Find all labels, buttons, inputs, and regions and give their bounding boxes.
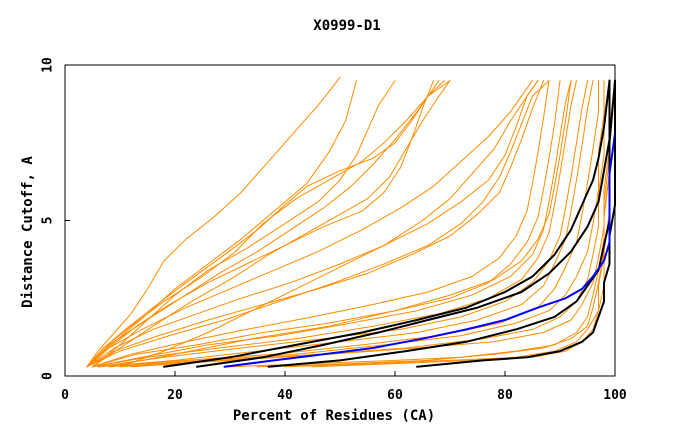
x-tick-label: 80	[497, 388, 513, 403]
series-line-model-06	[86, 80, 440, 368]
series-line-model-13	[92, 80, 572, 368]
series-line-black-2	[196, 79, 611, 368]
plot-frame	[64, 64, 616, 377]
series-layer	[86, 76, 616, 368]
series-line-blue	[223, 132, 616, 368]
series-line-model-11	[92, 80, 550, 368]
x-tick-label: 40	[277, 388, 293, 403]
series-line-model-17	[97, 80, 599, 368]
chart-title: X0999-D1	[313, 18, 380, 34]
y-axis-label: Distance Cutoff, A	[20, 156, 36, 308]
ticks-layer: 0 20 40 60 80 100 0 5 10	[41, 57, 627, 403]
series-line-model-03	[86, 80, 451, 368]
y-tick-label: 5	[41, 217, 56, 225]
series-line-model-02	[86, 80, 357, 368]
y-tick-label: 0	[41, 372, 56, 380]
series-line-model-26	[92, 80, 451, 368]
series-line-model-18	[108, 80, 605, 368]
series-line-black-1	[163, 79, 611, 368]
x-tick-label: 60	[387, 388, 403, 403]
series-line-model-28	[92, 80, 396, 368]
series-line-model-07	[86, 80, 533, 368]
y-tick-label: 10	[41, 57, 56, 73]
series-line-model-04	[86, 80, 445, 368]
x-tick-label: 20	[167, 388, 183, 403]
series-line-model-21	[229, 80, 610, 368]
series-line-model-12	[92, 80, 561, 368]
series-line-model-16	[97, 80, 594, 368]
x-tick-label: 100	[603, 388, 627, 403]
series-line-model-10	[86, 80, 550, 368]
x-axis-label: Percent of Residues (CA)	[233, 408, 435, 424]
series-line-model-27	[108, 80, 572, 368]
series-line-black-4	[416, 79, 616, 368]
x-tick-label: 0	[61, 388, 69, 403]
series-line-model-20	[130, 80, 610, 368]
series-line-model-15	[97, 80, 588, 368]
series-line-model-25	[119, 80, 539, 368]
series-line-model-01	[86, 76, 341, 368]
series-line-model-09	[86, 80, 544, 368]
series-line-model-14	[92, 80, 577, 368]
